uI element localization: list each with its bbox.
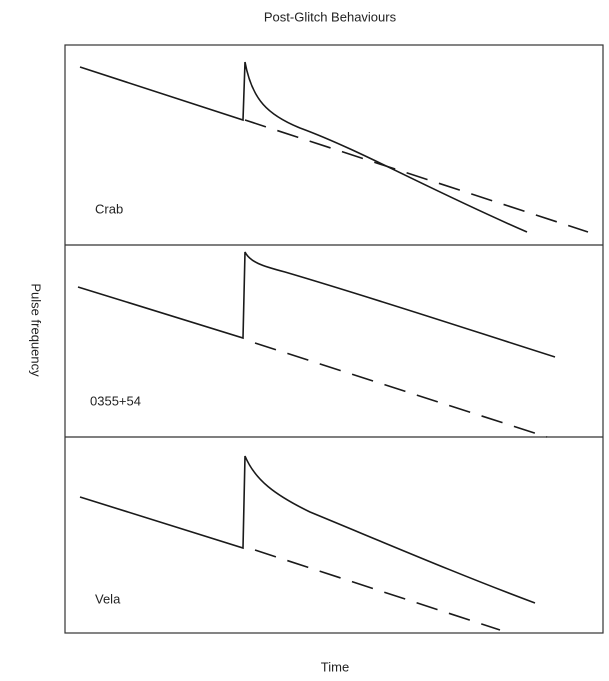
title: Post-Glitch Behaviours — [264, 9, 397, 24]
glitch-curve — [79, 455, 536, 604]
glitch-curve — [77, 251, 556, 358]
extrapolation — [254, 342, 548, 438]
x-label: Time — [321, 659, 349, 674]
frame — [64, 44, 604, 634]
y-label: Pulse frequency — [29, 283, 44, 377]
panel-label: Vela — [95, 591, 121, 606]
extrapolation — [254, 549, 501, 631]
panel-label: 0355+54 — [90, 393, 141, 408]
extrapolation — [244, 119, 589, 233]
glitch-curve — [79, 61, 528, 233]
panel-label: Crab — [95, 201, 123, 216]
